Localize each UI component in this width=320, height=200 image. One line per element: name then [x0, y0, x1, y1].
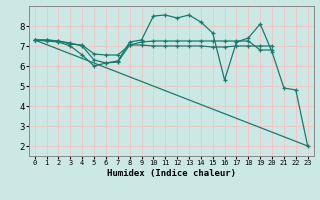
X-axis label: Humidex (Indice chaleur): Humidex (Indice chaleur): [107, 169, 236, 178]
